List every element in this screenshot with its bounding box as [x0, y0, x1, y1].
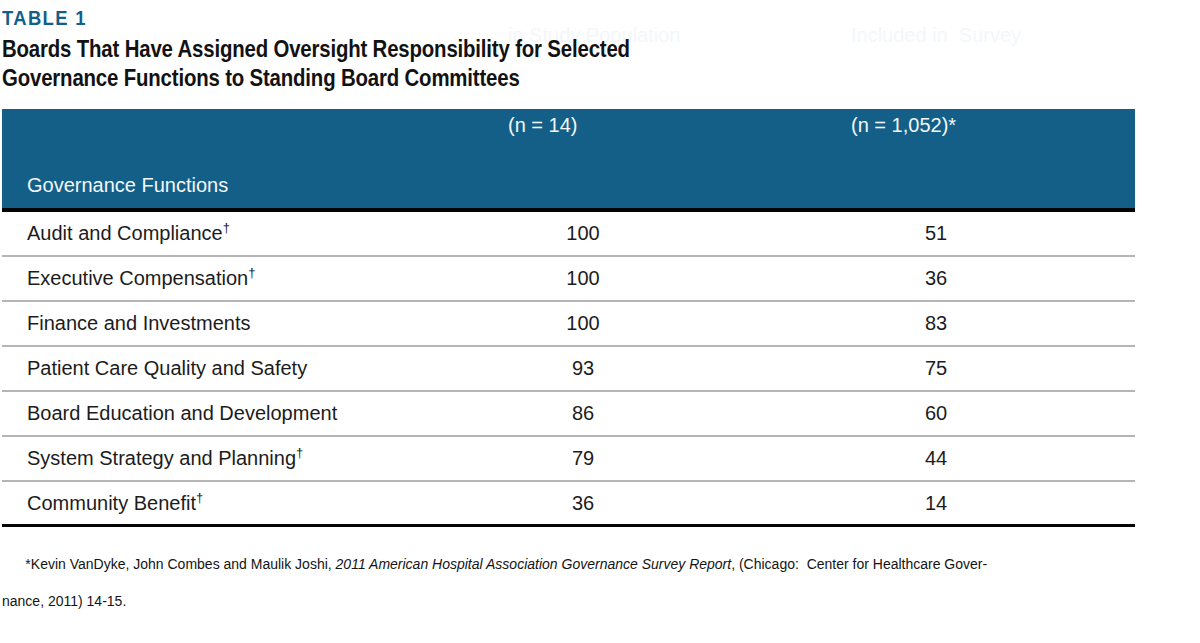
row-value-hospitals: 60 [851, 402, 1135, 425]
row-value-systems: 100 [508, 312, 851, 335]
table-row-community-benefit: Community Benefit† 36 14 [2, 482, 1135, 527]
row-value-hospitals: 36 [851, 267, 1135, 290]
row-value-hospitals: 44 [851, 447, 1135, 470]
table-row-finance-and-investments: Finance and Investments 100 83 [2, 302, 1135, 347]
row-label: Executive Compensation† [2, 267, 508, 290]
table-title-line-2: Governance Functions to Standing Board C… [2, 63, 1020, 92]
row-label: System Strategy and Planning† [2, 447, 508, 470]
dagger-mark: † [223, 220, 230, 235]
row-value-systems: 79 [508, 447, 851, 470]
table-kicker: TABLE 1 [2, 6, 1104, 30]
table-row-audit-and-compliance: Audit and Compliance† 100 51 [2, 212, 1135, 257]
table-row-system-strategy-and-planning: System Strategy and Planning† 79 44 [2, 437, 1135, 482]
row-value-hospitals: 51 [851, 222, 1135, 245]
footnote-source-citation-line-2: nance, 2011) 14-15. [2, 592, 1142, 611]
row-value-systems: 100 [508, 222, 851, 245]
row-value-systems: 100 [508, 267, 851, 290]
dagger-mark: † [196, 490, 203, 505]
row-value-systems: 36 [508, 492, 851, 515]
column-header-hospitals-line-3: (n = 1,052)* [851, 110, 1135, 140]
table-title: Boards That Have Assigned Oversight Resp… [2, 34, 1020, 92]
column-header-governance-functions: Governance Functions [2, 170, 508, 208]
row-value-hospitals: 83 [851, 312, 1135, 335]
row-label: Community Benefit† [2, 492, 508, 515]
citation-title: 2011 American Hospital Association Gover… [336, 556, 732, 572]
dagger-mark: † [248, 265, 255, 280]
row-value-hospitals: 75 [851, 357, 1135, 380]
table-row-patient-care-quality-and-safety: Patient Care Quality and Safety 93 75 [2, 347, 1135, 392]
column-header-large-systems-line-3: (n = 14) [508, 110, 851, 140]
row-value-systems: 93 [508, 357, 851, 380]
column-header-hospitals: Percentage of Hospitals Included in Surv… [851, 0, 1135, 208]
footnotes: *Kevin VanDyke, John Combes and Maulik J… [2, 536, 1142, 643]
row-label: Patient Care Quality and Safety [2, 357, 508, 380]
dagger-mark: † [296, 445, 303, 460]
table-title-line-1: Boards That Have Assigned Oversight Resp… [2, 34, 1020, 63]
footnote-source-citation: *Kevin VanDyke, John Combes and Maulik J… [2, 536, 1142, 643]
governance-table: Governance Functions Percentage of Large… [2, 109, 1135, 527]
table-row-executive-compensation: Executive Compensation† 100 36 [2, 257, 1135, 302]
document-page: TABLE 1 Boards That Have Assigned Oversi… [0, 0, 1200, 643]
row-label: Board Education and Development [2, 402, 508, 425]
row-value-hospitals: 14 [851, 492, 1135, 515]
row-value-systems: 86 [508, 402, 851, 425]
table-row-board-education-and-development: Board Education and Development 86 60 [2, 392, 1135, 437]
column-header-large-systems: Percentage of Large Systems in Study Pop… [508, 0, 851, 208]
table-header-row: Governance Functions Percentage of Large… [2, 109, 1135, 212]
row-label: Finance and Investments [2, 312, 508, 335]
row-label: Audit and Compliance† [2, 222, 508, 245]
